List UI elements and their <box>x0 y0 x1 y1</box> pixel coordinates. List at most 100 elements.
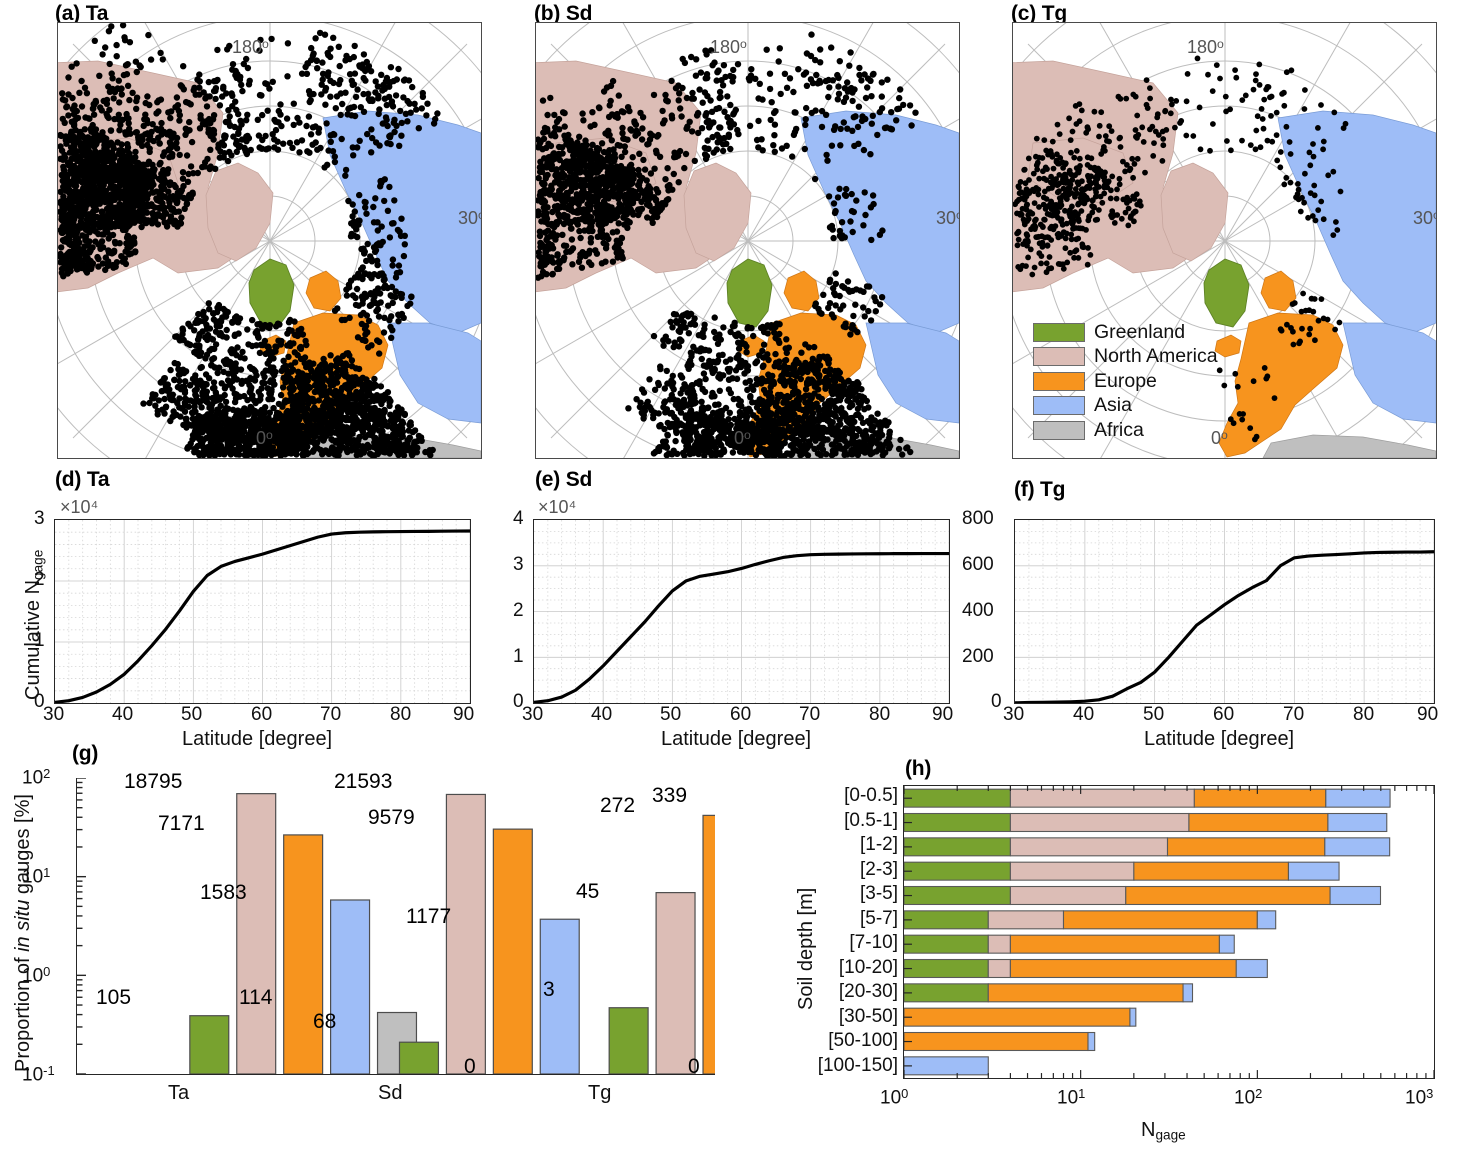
chart-e-xtick-60: 60 <box>730 704 752 725</box>
chart-d-axes[interactable] <box>54 519 471 704</box>
map-tg-svg <box>1013 23 1436 458</box>
panel-name-b: Sd <box>565 2 593 25</box>
continent-legend: Greenland North America Europe Asia Afri… <box>1033 320 1218 443</box>
legend-swatch-africa <box>1033 420 1085 440</box>
chart-e-svg <box>534 520 949 703</box>
chart-e-xtick-30: 30 <box>522 704 544 725</box>
panel-label-e: (e) Sd <box>535 468 592 492</box>
panel-e-y-exponent: ×10⁴ <box>538 497 577 517</box>
chart-f-xtick-70: 70 <box>1283 704 1305 725</box>
legend-label-europe: Europe <box>1094 369 1157 392</box>
chart-d-ytick-0: 0 <box>34 691 45 712</box>
chart-h-xtick-1e0: 100 <box>880 1086 909 1109</box>
chart-g-value-label: 7171 <box>158 812 205 835</box>
chart-h-xtick-1e2: 102 <box>1234 1086 1263 1109</box>
panel-name-a: Ta <box>85 2 109 25</box>
legend-label-asia: Asia <box>1094 394 1132 417</box>
chart-g-value-label: 18795 <box>124 770 183 793</box>
chart-g-value-label: 3 <box>543 978 555 1001</box>
chart-e-ytick-1: 1 <box>513 646 524 667</box>
chart-h-axes[interactable] <box>903 785 1435 1079</box>
map-sd-lon-180: 180o <box>710 37 747 58</box>
chart-g-value-label: 272 <box>600 794 636 817</box>
chart-h-xtick-1e1: 101 <box>1057 1086 1086 1109</box>
chart-h-category-label: [7-10] <box>849 932 898 954</box>
map-panel-ta[interactable]: 180o 30o 0o <box>57 22 482 459</box>
chart-g-value-label: 0 <box>688 1055 700 1078</box>
chart-h-category-label: [2-3] <box>859 858 898 880</box>
chart-d-xtick-90: 90 <box>453 704 475 725</box>
chart-f-axes[interactable] <box>1014 519 1435 704</box>
chart-h-category-label: [10-20] <box>838 956 898 978</box>
panel-label-b: (b) Sd <box>534 2 593 26</box>
map-ta-lon-0: 0o <box>256 428 273 449</box>
map-tg-lon-0: 0o <box>1211 428 1228 449</box>
chart-g-ylabel: Proportion of in situ gauges [%] <box>12 794 34 1072</box>
chart-f-ytick-200: 200 <box>962 646 994 667</box>
chart-h-xtick-1e3: 103 <box>1405 1086 1434 1109</box>
map-ta-svg <box>58 23 481 458</box>
map-panel-tg[interactable]: 180o 30o 0o Greenland North America Euro… <box>1012 22 1437 459</box>
chart-h-category-label: [5-7] <box>859 907 898 929</box>
legend-item-africa: Africa <box>1033 418 1218 443</box>
chart-d-xtick-50: 50 <box>181 704 203 725</box>
chart-h-category-label: [0.5-1] <box>844 809 898 831</box>
chart-h-category-label: [3-5] <box>859 883 898 905</box>
chart-g-value-label: 339 <box>652 784 688 807</box>
chart-g-value-label: 1177 <box>406 905 452 928</box>
chart-f-xtick-40: 40 <box>1073 704 1095 725</box>
panel-title-f: (f) Tg <box>1014 478 1066 501</box>
chart-f-xlabel: Latitude [degree] <box>1144 728 1295 750</box>
chart-d-ytick-1: 1 <box>34 630 45 651</box>
chart-g-axes[interactable] <box>76 778 715 1075</box>
map-ta-lon-180: 180o <box>232 37 269 58</box>
panel-label-h: (h) <box>905 757 931 781</box>
chart-g-category-sd: Sd <box>378 1082 403 1104</box>
chart-e-ytick-2: 2 <box>513 600 524 621</box>
chart-g-ytick-1e2: 102 <box>22 766 51 789</box>
chart-g-value-label: 45 <box>576 880 600 903</box>
chart-e-axes[interactable] <box>533 519 950 704</box>
chart-g-ytick-1e1: 101 <box>22 865 51 888</box>
chart-e-xlabel: Latitude [degree] <box>661 728 812 750</box>
chart-h-svg <box>904 786 1434 1078</box>
map-sd-svg <box>536 23 959 458</box>
chart-d-xtick-60: 60 <box>251 704 273 725</box>
chart-e-ytick-0: 0 <box>513 691 524 712</box>
chart-g-value-label: 9579 <box>368 806 415 829</box>
panel-tag-c: (c) <box>1011 2 1037 25</box>
panel-name-c: Tg <box>1041 2 1067 25</box>
chart-d-xtick-40: 40 <box>112 704 134 725</box>
legend-swatch-north-america <box>1033 347 1085 367</box>
chart-f-xtick-30: 30 <box>1003 704 1025 725</box>
panel-d-y-exponent: ×10⁴ <box>60 497 99 517</box>
chart-e-xtick-40: 40 <box>591 704 613 725</box>
chart-f-ytick-800: 800 <box>962 508 994 529</box>
chart-d-xtick-80: 80 <box>390 704 412 725</box>
chart-g-category-ta: Ta <box>168 1082 190 1104</box>
legend-swatch-greenland <box>1033 322 1085 342</box>
map-tg-lon-30: 30o <box>1413 208 1436 229</box>
panel-label-g: (g) <box>72 742 98 766</box>
chart-f-ytick-0: 0 <box>991 691 1002 712</box>
chart-g-ytick-1em1: 10-1 <box>22 1063 55 1086</box>
map-tg-lon-180: 180o <box>1187 37 1224 58</box>
legend-item-greenland: Greenland <box>1033 320 1218 345</box>
map-panel-sd[interactable]: 180o 30o 0o <box>535 22 960 459</box>
chart-d-svg <box>55 520 470 703</box>
chart-d-xtick-70: 70 <box>320 704 342 725</box>
legend-item-europe: Europe <box>1033 369 1218 394</box>
chart-g-category-tg: Tg <box>588 1082 612 1104</box>
chart-f-xtick-60: 60 <box>1213 704 1235 725</box>
chart-g-ytick-1e0: 100 <box>22 964 51 987</box>
panel-tag-a: (a) <box>55 2 81 25</box>
chart-g-value-label: 68 <box>313 1010 337 1033</box>
panel-label-a: (a) Ta <box>55 2 108 26</box>
chart-h-category-label: [100-150] <box>817 1054 898 1076</box>
chart-g-value-label: 21593 <box>334 770 393 793</box>
legend-item-asia: Asia <box>1033 394 1218 419</box>
chart-f-xtick-80: 80 <box>1353 704 1375 725</box>
chart-e-xtick-50: 50 <box>660 704 682 725</box>
chart-f-xtick-50: 50 <box>1143 704 1165 725</box>
chart-h-category-label: [0-0.5] <box>844 785 898 807</box>
